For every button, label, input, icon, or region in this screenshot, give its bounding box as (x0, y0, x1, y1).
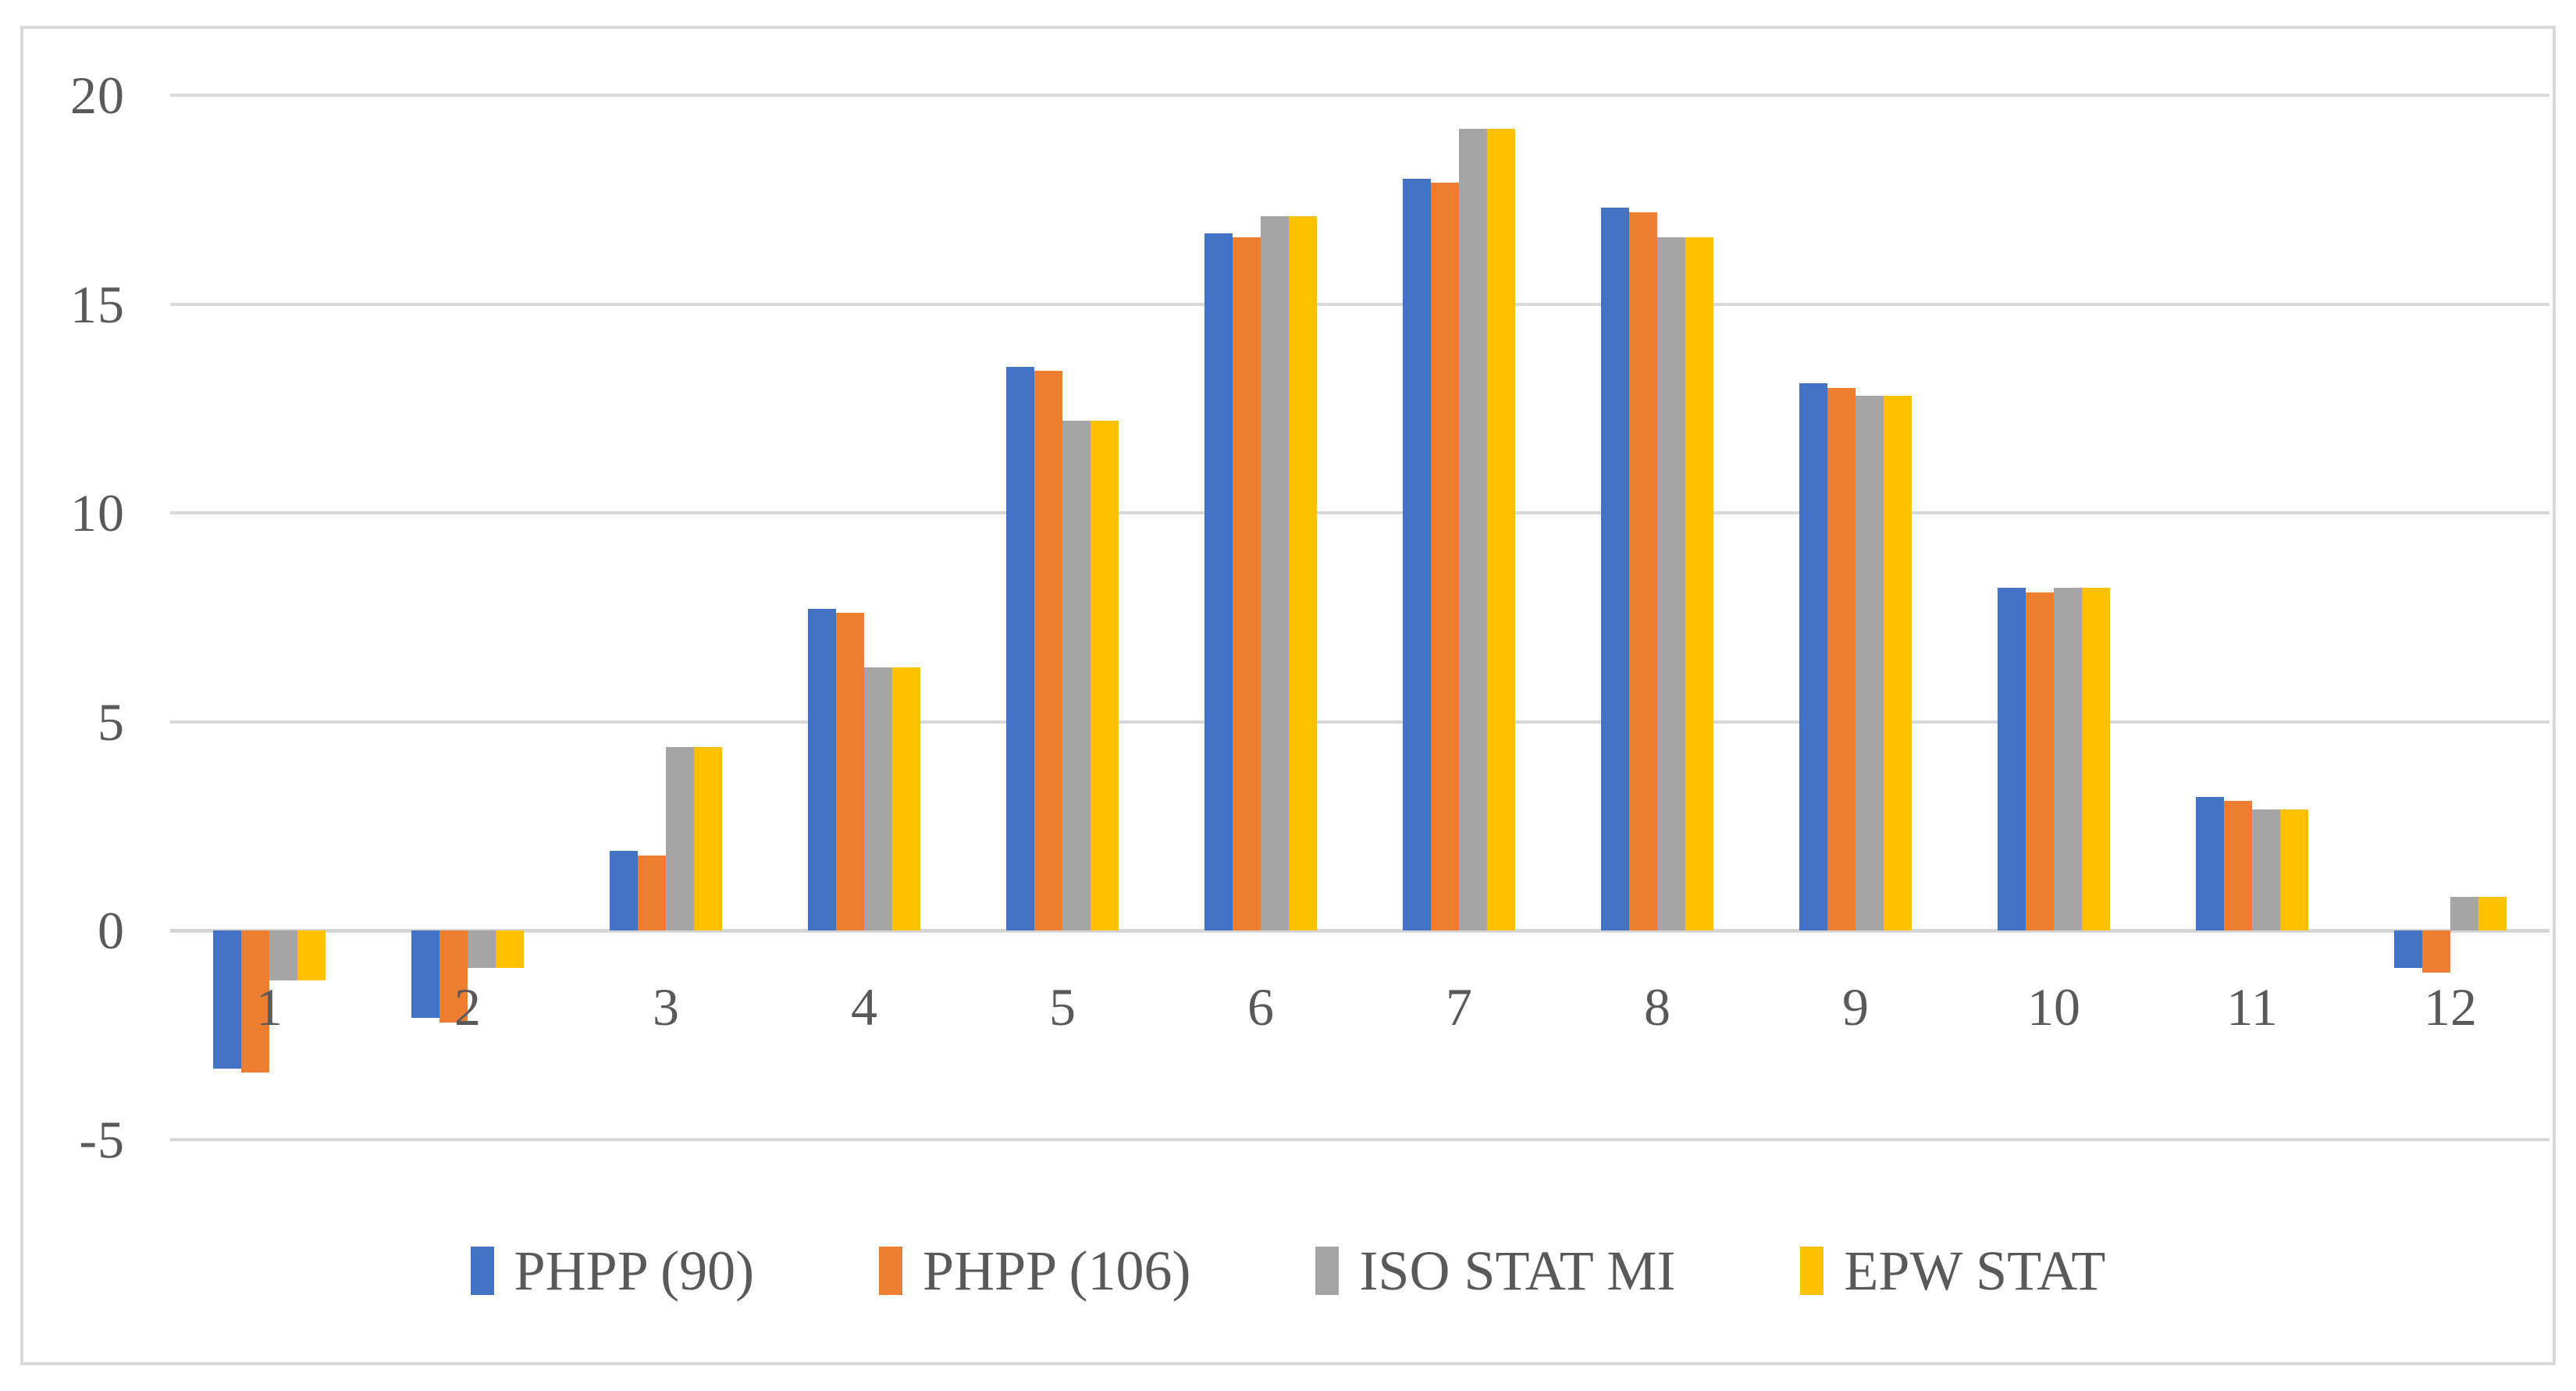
legend-swatch-phpp-106 (879, 1247, 903, 1295)
x-axis-zero-line (170, 928, 2549, 933)
legend-swatch-epw-stat (1800, 1247, 1824, 1295)
bar-iso-stat-mi-month-5 (1062, 421, 1091, 930)
bar-iso-stat-mi-month-11 (2252, 809, 2280, 930)
y-tick-label-20: 20 (70, 66, 125, 125)
bar-phpp-106-month-6 (1233, 237, 1261, 930)
bar-phpp-90-month-6 (1204, 233, 1233, 930)
bar-phpp-106-month-7 (1431, 183, 1459, 930)
category-label-4: 4 (851, 977, 877, 1037)
bar-epw-stat-month-7 (1487, 128, 1515, 930)
bar-epw-stat-month-11 (2280, 809, 2308, 930)
bar-phpp-90-month-7 (1403, 179, 1431, 930)
bar-phpp-106-month-12 (2422, 930, 2450, 973)
bar-phpp-90-month-5 (1006, 366, 1034, 930)
bar-phpp-106-month-2 (439, 930, 468, 1023)
bar-phpp-90-month-1 (213, 930, 241, 1069)
legend-swatch-iso-stat-mi (1315, 1247, 1340, 1295)
bar-phpp-90-month-11 (2196, 796, 2224, 930)
gridline-y-20 (170, 94, 2549, 97)
category-label-2: 2 (454, 977, 481, 1037)
category-label-11: 11 (2226, 977, 2278, 1037)
bar-epw-stat-month-4 (892, 667, 920, 930)
legend-label-epw-stat: EPW STAT (1844, 1240, 2106, 1302)
gridline-y-15 (170, 302, 2549, 306)
bar-epw-stat-month-1 (297, 930, 326, 981)
bar-phpp-90-month-12 (2394, 930, 2422, 969)
bar-phpp-90-month-3 (610, 851, 638, 930)
bar-iso-stat-mi-month-3 (666, 746, 694, 930)
bar-phpp-106-month-4 (836, 613, 864, 930)
category-label-8: 8 (1644, 977, 1670, 1037)
gridline-y--5 (170, 1137, 2549, 1141)
y-tick-label-0: 0 (98, 901, 125, 960)
bar-phpp-106-month-10 (2026, 592, 2054, 930)
bar-iso-stat-mi-month-12 (2450, 897, 2478, 930)
bar-iso-stat-mi-month-2 (468, 930, 496, 969)
bar-phpp-106-month-5 (1034, 371, 1062, 930)
bar-epw-stat-month-10 (2082, 588, 2110, 930)
category-label-7: 7 (1446, 977, 1472, 1037)
chart-legend: PHPP (90) PHPP (106) ISO STAT MI EPW STAT (0, 1240, 2576, 1302)
category-label-3: 3 (653, 977, 679, 1037)
bar-epw-stat-month-2 (496, 930, 524, 969)
bar-phpp-106-month-9 (1827, 387, 1856, 930)
bar-iso-stat-mi-month-8 (1657, 237, 1685, 930)
y-tick-label-5: 5 (98, 692, 125, 752)
category-label-9: 9 (1842, 977, 1869, 1037)
bar-phpp-106-month-1 (241, 930, 269, 1073)
bar-phpp-90-month-2 (411, 930, 439, 1019)
legend-item-iso-stat-mi: ISO STAT MI (1315, 1240, 1675, 1302)
bar-epw-stat-month-9 (1884, 396, 1912, 930)
bar-epw-stat-month-12 (2478, 897, 2507, 930)
bar-iso-stat-mi-month-4 (864, 667, 892, 930)
bar-phpp-90-month-8 (1601, 208, 1629, 930)
legend-item-phpp-90: PHPP (90) (470, 1240, 755, 1302)
bar-iso-stat-mi-month-9 (1856, 396, 1884, 930)
legend-label-iso-stat-mi: ISO STAT MI (1359, 1240, 1676, 1302)
bar-phpp-90-month-9 (1799, 383, 1827, 930)
bar-epw-stat-month-3 (694, 746, 722, 930)
bar-epw-stat-month-5 (1091, 421, 1119, 930)
bar-epw-stat-month-8 (1685, 237, 1713, 930)
category-label-1: 1 (256, 977, 283, 1037)
bar-phpp-106-month-3 (638, 855, 666, 930)
y-tick-label--5: -5 (79, 1109, 125, 1169)
bar-phpp-106-month-8 (1629, 212, 1657, 930)
category-label-5: 5 (1049, 977, 1076, 1037)
category-label-6: 6 (1247, 977, 1274, 1037)
bar-epw-stat-month-6 (1289, 216, 1317, 930)
gridline-y-10 (170, 511, 2549, 514)
legend-item-phpp-106: PHPP (106) (879, 1240, 1190, 1302)
category-label-12: 12 (2424, 977, 2477, 1037)
legend-item-epw-stat: EPW STAT (1800, 1240, 2105, 1302)
bar-iso-stat-mi-month-1 (269, 930, 297, 981)
legend-label-phpp-90: PHPP (90) (514, 1240, 755, 1302)
y-tick-label-10: 10 (70, 483, 125, 543)
category-label-10: 10 (2027, 977, 2080, 1037)
y-tick-label-15: 15 (70, 274, 125, 334)
legend-swatch-phpp-90 (470, 1247, 494, 1295)
bar-iso-stat-mi-month-10 (2054, 588, 2082, 930)
bar-iso-stat-mi-month-7 (1459, 128, 1487, 930)
gridline-y-5 (170, 720, 2549, 724)
bar-phpp-106-month-11 (2224, 801, 2252, 930)
legend-label-phpp-106: PHPP (106) (923, 1240, 1191, 1302)
bar-phpp-90-month-4 (808, 609, 836, 930)
bar-phpp-90-month-10 (1998, 588, 2026, 930)
bar-iso-stat-mi-month-6 (1261, 216, 1289, 930)
